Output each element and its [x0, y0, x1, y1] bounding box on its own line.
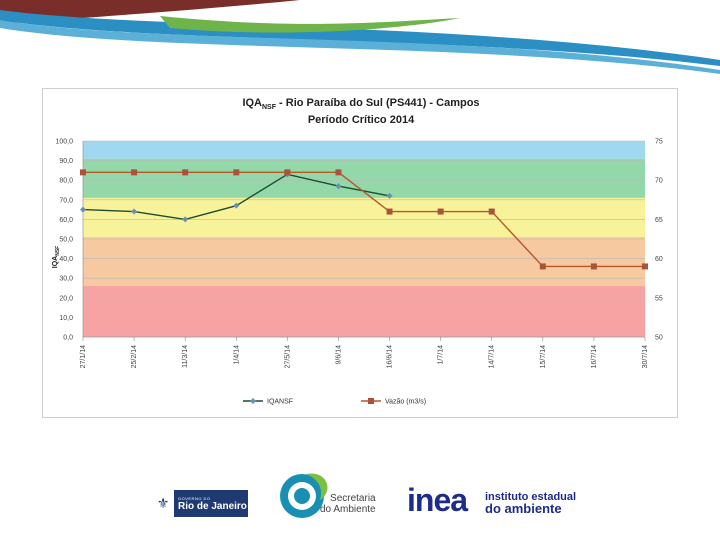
x-tick-label: 27/5/14: [284, 345, 291, 368]
band-4: [83, 141, 645, 159]
x-tick-label: 16/7/14: [591, 345, 598, 368]
legend-label-1: Vazão (m3/s): [385, 399, 426, 406]
legend-marker-0: [250, 398, 256, 404]
iqa-point: [131, 208, 138, 215]
vazao-point: [590, 263, 597, 270]
y-right-tick: 60: [655, 256, 663, 263]
vazao-point: [131, 169, 138, 176]
vazao-point: [642, 263, 648, 270]
x-tick-label: 25/2/14: [131, 345, 138, 368]
chart-subtitle: Período Crítico 2014: [308, 114, 415, 126]
legend-label-0: IQANSF: [267, 399, 293, 406]
rj-crest-icon: ⚜: [152, 490, 174, 517]
vazao-point: [233, 169, 240, 176]
iqa-chart: 0,0 10,0 20,0 30,0 40,0 50,0 60,0 70,0 80,0 90,0 1…: [52, 97, 663, 406]
y-left-tick: 10,0: [59, 315, 73, 322]
y-left-tick: 90,0: [59, 158, 73, 165]
vazao-point: [335, 169, 342, 176]
y-right-tick: 70: [655, 178, 663, 185]
x-tick-label: 30/7/14: [642, 345, 649, 368]
gridlines: [82, 140, 645, 338]
header-swoosh: [0, 0, 720, 74]
band-0: [83, 286, 645, 337]
y-right-tick: 50: [655, 335, 663, 342]
y-right-tick: 65: [655, 217, 663, 224]
y-left-tick: 50,0: [59, 237, 73, 244]
x-axis-ticks: 27/1/14 25/2/14 11/3/14 1/4/14 27/5/14 9/6/14…: [80, 337, 649, 368]
x-tick-label: 16/6/14: [387, 345, 394, 368]
secretaria-line2: do Ambiente: [320, 504, 376, 515]
legend-marker-1: [368, 398, 374, 404]
iqa-point: [335, 183, 342, 190]
vazao-point: [539, 263, 546, 270]
quality-bands: [83, 141, 645, 337]
y-left-tick: 100,0: [55, 139, 73, 146]
y-left-tick: 0,0: [63, 335, 73, 342]
y-right-tick: 75: [655, 139, 663, 146]
y-right-tick: 55: [655, 295, 663, 302]
chart-frame: 0,0 10,0 20,0 30,0 40,0 50,0 60,0 70,0 80,0 90,0 1…: [42, 88, 678, 418]
swoosh-green: [160, 16, 460, 33]
gov-rj-logo: ⚜ GOVERNO DO Rio de Janeiro: [152, 490, 248, 517]
iqa-point: [233, 202, 240, 209]
gov-big-text: Rio de Janeiro: [178, 500, 247, 512]
band-2: [83, 197, 645, 238]
y-left-tick: 30,0: [59, 276, 73, 283]
x-tick-label: 1/4/14: [233, 345, 240, 365]
legend: IQANSF Vazão (m3/s): [243, 398, 426, 406]
y-left-tick: 60,0: [59, 217, 73, 224]
swoosh-lightblue: [0, 20, 720, 74]
y-axis-label: IQANSF: [52, 246, 61, 268]
x-tick-label: 27/1/14: [80, 345, 87, 368]
left-axis-ticks: 0,0 10,0 20,0 30,0 40,0 50,0 60,0 70,0 80,0 90,0 1…: [55, 139, 73, 342]
y-left-tick: 20,0: [59, 295, 73, 302]
series-line-1: [83, 171, 645, 268]
inea-logo: inea instituto estadual do ambiente: [407, 482, 576, 518]
chart-title: IQANSF - Rio Paraíba do Sul (PS441) - Ca…: [242, 97, 479, 111]
iqa-point: [386, 192, 393, 199]
secretaria-logo-icon: [280, 473, 328, 518]
iqa-point: [182, 216, 189, 223]
secretaria-text: Secretaria do Ambiente: [320, 493, 376, 515]
vazao-point: [437, 208, 444, 215]
vazao-point: [182, 169, 189, 176]
inea-line1: instituto estadual: [485, 491, 577, 503]
x-tick-label: 15/7/14: [540, 345, 547, 368]
inea-word: inea: [407, 482, 468, 518]
vazao-point: [80, 169, 86, 176]
x-tick-label: 1/7/14: [438, 345, 445, 365]
y-left-tick: 70,0: [59, 197, 73, 204]
y-left-tick: 40,0: [59, 256, 73, 263]
y-left-tick: 80,0: [59, 178, 73, 185]
x-tick-label: 14/7/14: [489, 345, 496, 368]
gov-small-text: GOVERNO DO: [178, 495, 211, 501]
vazao-point: [284, 169, 291, 176]
x-tick-label: 11/3/14: [182, 345, 189, 368]
secretaria-line1: Secretaria: [330, 493, 376, 504]
inea-line2: do ambiente: [485, 501, 562, 516]
series-lines: [80, 169, 648, 270]
x-tick-label: 9/6/14: [335, 345, 342, 365]
band-1: [83, 237, 645, 287]
vazao-point: [488, 208, 495, 215]
vazao-point: [386, 208, 393, 215]
right-axis-ticks: 50 55 60 65 70 75: [655, 139, 663, 342]
iqa-point: [80, 206, 86, 213]
